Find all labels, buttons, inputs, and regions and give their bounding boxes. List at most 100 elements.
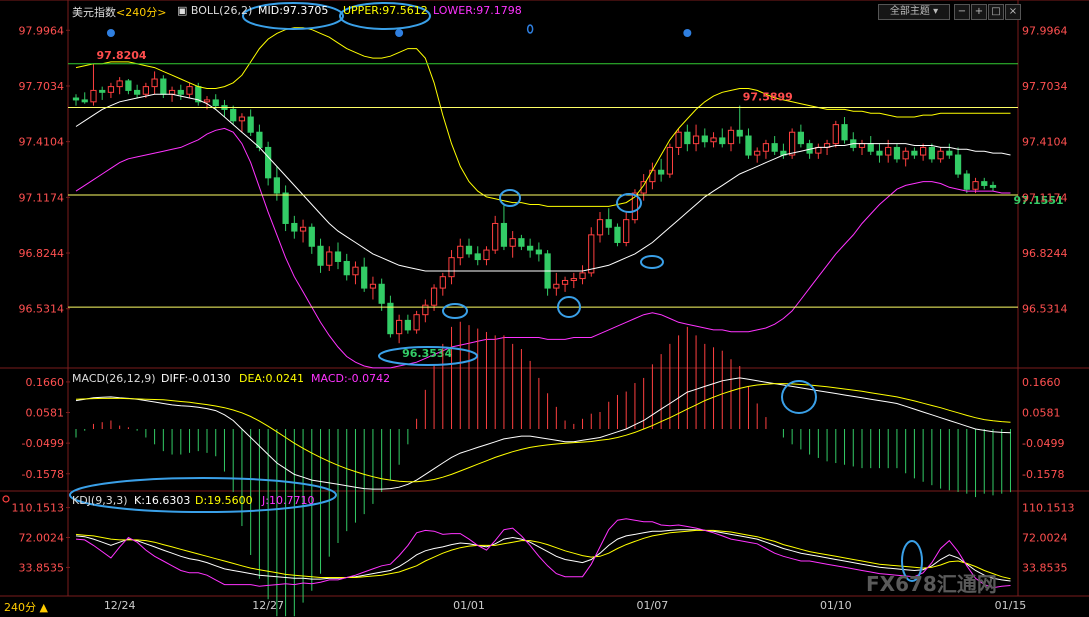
candle: [710, 132, 717, 148]
candle-body: [500, 222, 508, 247]
candle-body: [789, 131, 796, 156]
zoom-out-button[interactable]: −: [954, 4, 970, 20]
candle: [186, 82, 193, 99]
candle-body: [72, 97, 80, 101]
candle: [439, 272, 446, 296]
candle-body: [134, 89, 141, 95]
candle-body: [168, 89, 176, 95]
restore-button[interactable]: □: [988, 4, 1004, 20]
kdj-d-value: D:19.5600: [195, 494, 253, 507]
time-axis-tick: 01/01: [453, 599, 485, 612]
period-selector-button[interactable]: 240分 ▲: [4, 601, 48, 614]
highlight-circle: [640, 255, 664, 269]
candle-body: [684, 131, 691, 145]
price-axis-tick: 96.5314: [19, 303, 65, 316]
boll-mid-line: [75, 93, 1011, 272]
candle: [465, 238, 473, 258]
macd-label: MACD(26,12,9): [72, 372, 156, 385]
time-axis-tick: 01/07: [637, 599, 669, 612]
highlight-circle: [69, 477, 337, 513]
candle: [815, 143, 822, 159]
candle: [684, 124, 691, 152]
kdj-axis-tick: 110.1513: [12, 502, 65, 515]
highlight-circle: [378, 346, 478, 366]
candle-body: [90, 89, 97, 103]
candle-body: [317, 245, 324, 266]
candle-body: [623, 219, 630, 243]
panel-indicator-dot: [2, 495, 10, 503]
candle: [981, 177, 988, 190]
candle: [841, 117, 848, 144]
candle: [404, 314, 411, 334]
candle: [116, 77, 123, 95]
candle-body: [430, 287, 438, 306]
theme-dropdown-button[interactable]: 全部主题 ▾: [878, 4, 950, 20]
candle: [369, 276, 377, 300]
macd-axis-tick: -0.0499: [22, 437, 64, 450]
price-axis-tick: 97.4104: [1022, 136, 1068, 149]
candle-body: [99, 89, 106, 93]
candle: [692, 124, 700, 152]
highlight-circle: [901, 540, 923, 582]
candle-body: [579, 272, 586, 280]
candle: [81, 92, 88, 104]
kdj-label: KDJ(9,3,3): [72, 494, 128, 507]
kdj-axis-tick: 33.8535: [1022, 561, 1068, 574]
candle: [937, 147, 944, 163]
time-axis-tick: 12/27: [252, 599, 284, 612]
candle-body: [841, 124, 848, 141]
boll-lower-line: [75, 127, 1011, 369]
candle: [99, 86, 106, 100]
candle: [291, 215, 298, 239]
candle-body: [588, 234, 595, 274]
candle-body: [396, 319, 403, 335]
candle-body: [230, 108, 237, 122]
candle-body: [596, 219, 604, 236]
candle-body: [404, 319, 411, 331]
candle-body: [203, 99, 211, 103]
candle: [570, 272, 577, 289]
candle-body: [535, 249, 542, 255]
candle-body: [658, 169, 665, 175]
highlight-circle: [781, 380, 817, 414]
candle: [902, 147, 909, 167]
candle-body: [614, 226, 621, 243]
candle-body: [561, 279, 569, 285]
candle-body: [675, 131, 682, 148]
candle-body: [334, 251, 342, 262]
time-axis-tick: 01/15: [995, 599, 1027, 612]
close-button[interactable]: ×: [1005, 4, 1021, 20]
candle: [614, 223, 621, 247]
macd-axis-tick: 0.1660: [1022, 376, 1061, 389]
kdj-j-value: J:10.7710: [262, 494, 315, 507]
candle-body: [326, 251, 333, 266]
candle-body: [754, 150, 761, 156]
candle: [134, 84, 141, 99]
candle-body: [570, 278, 577, 281]
macd-diff-value: DIFF:-0.0130: [161, 372, 231, 385]
price-axis-tick: 97.4104: [19, 136, 65, 149]
candle: [230, 105, 237, 125]
candle-body: [142, 86, 149, 95]
signal-ring-marker: [526, 24, 534, 34]
candle: [911, 147, 918, 159]
kdj-axis-tick: 72.0024: [1022, 532, 1068, 545]
candle: [282, 185, 289, 232]
candle: [928, 143, 935, 163]
price-axis-tick: 97.1174: [19, 191, 65, 204]
signal-dot-marker: [106, 29, 115, 37]
candle-body: [125, 80, 132, 91]
instrument-title: 美元指数<240分>: [72, 6, 167, 19]
zoom-in-button[interactable]: +: [971, 4, 987, 20]
candle: [920, 143, 927, 161]
candle-body: [902, 150, 909, 160]
candle-body: [972, 181, 979, 190]
candle: [876, 143, 883, 163]
price-axis-tick: 96.8244: [19, 247, 65, 260]
candle: [972, 177, 979, 194]
candle-body: [299, 226, 307, 232]
candle: [142, 82, 149, 99]
candle: [413, 310, 420, 334]
candle: [754, 147, 761, 163]
